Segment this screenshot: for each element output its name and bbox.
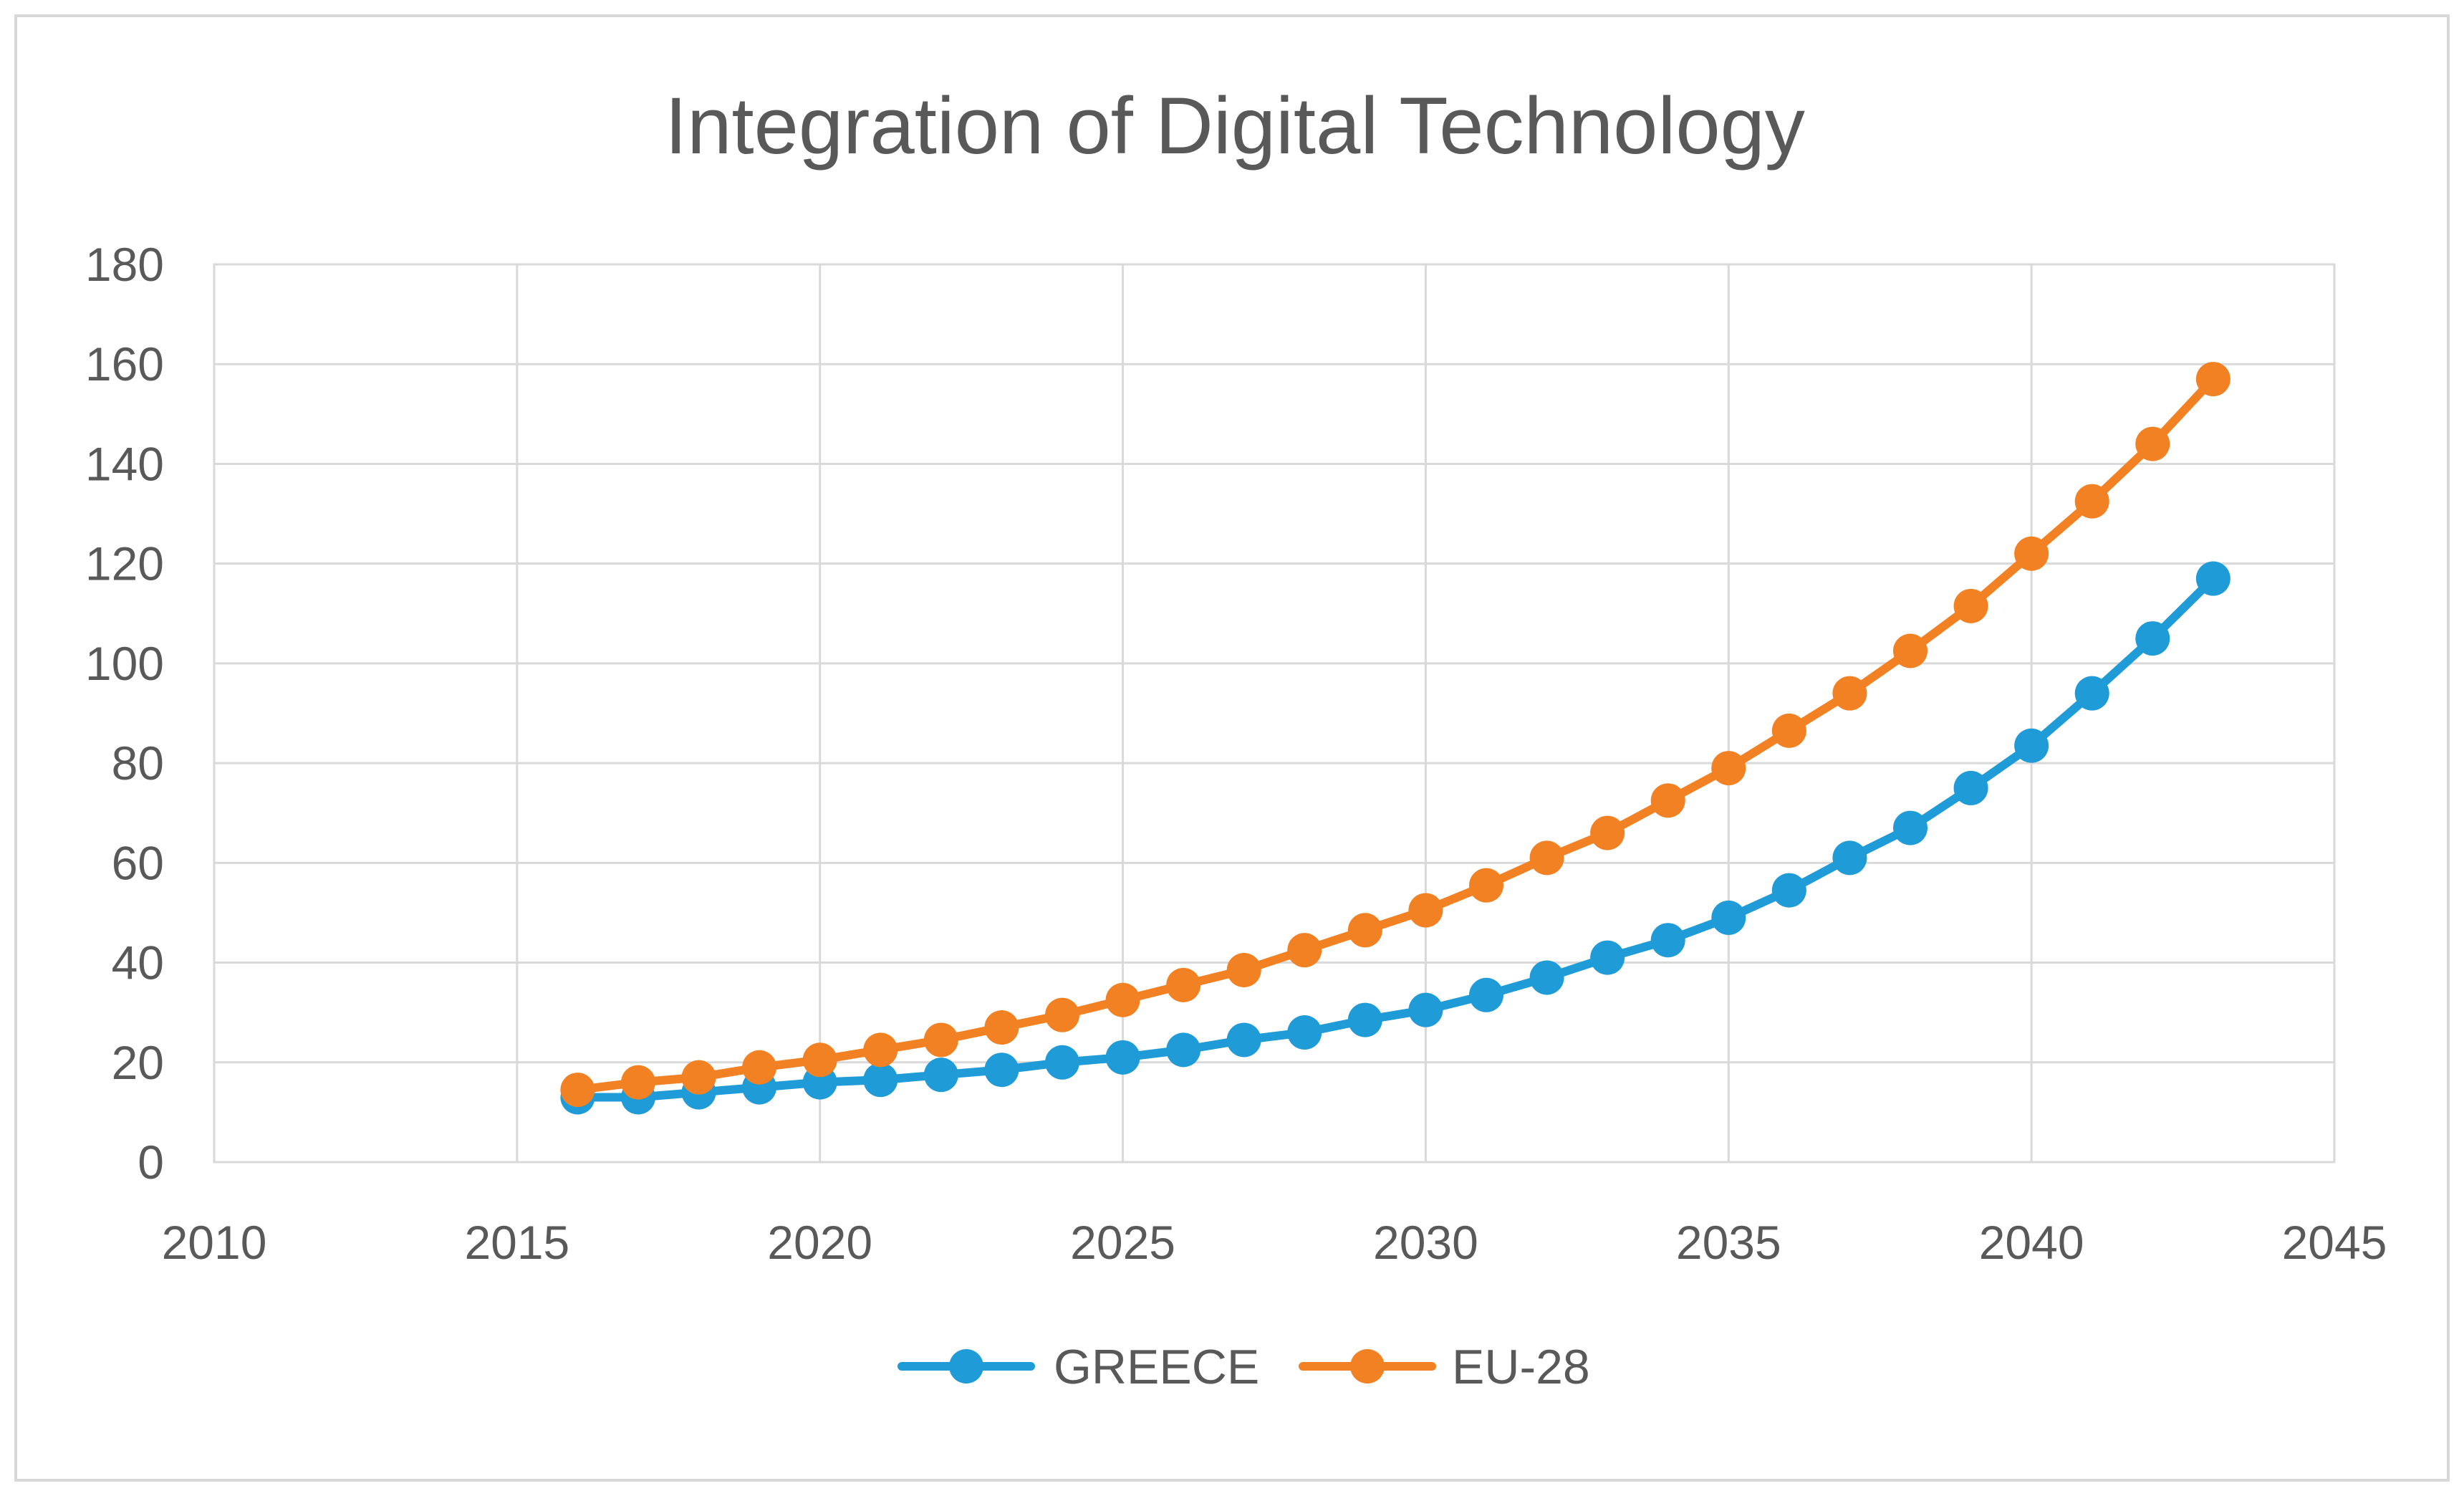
data-point	[1166, 1032, 1201, 1068]
grid-lines	[213, 263, 2336, 1164]
series-lines	[560, 362, 2230, 1115]
data-point	[1953, 770, 1988, 805]
data-point	[1105, 1040, 1140, 1075]
data-point	[1529, 840, 1564, 876]
y-tick-label: 160	[85, 337, 164, 390]
chart-title: Integration of Digital Technology	[665, 81, 1805, 171]
data-point	[2135, 621, 2170, 656]
data-point	[621, 1065, 655, 1100]
data-point	[863, 1032, 898, 1068]
data-point	[1529, 960, 1564, 995]
data-point	[923, 1058, 958, 1093]
legend: GREECE EU-28	[897, 1340, 1590, 1394]
data-point	[1045, 1045, 1079, 1080]
x-tick-label: 2030	[1373, 1216, 1478, 1269]
data-point	[1832, 840, 1867, 876]
data-point	[1287, 1015, 1322, 1050]
data-point	[1408, 893, 1443, 928]
data-point	[1893, 633, 1928, 668]
legend-label: GREECE	[1054, 1340, 1259, 1394]
y-tick-label: 120	[85, 537, 164, 590]
data-point	[1226, 1022, 1261, 1058]
y-tick-label: 0	[138, 1136, 164, 1189]
x-tick-label: 2010	[162, 1216, 267, 1269]
data-point	[2074, 484, 2109, 519]
data-point	[1287, 933, 1322, 968]
legend-item-eu-28: EU-28	[1299, 1340, 1590, 1394]
line-chart: Integration of Digital Technology 020406…	[85, 81, 2387, 1394]
series-line-greece	[573, 574, 2218, 1102]
data-point	[1650, 923, 1685, 958]
data-point	[1711, 751, 1746, 786]
data-point	[1347, 1002, 1382, 1037]
data-point	[1893, 810, 1928, 845]
x-tick-label: 2045	[2282, 1216, 2387, 1269]
data-point	[2135, 426, 2170, 461]
x-tick-label: 2020	[767, 1216, 872, 1269]
data-point	[1953, 588, 1988, 623]
data-point	[2014, 728, 2049, 763]
data-point	[984, 1053, 1019, 1088]
y-tick-label: 20	[112, 1036, 164, 1089]
data-point	[1469, 868, 1503, 903]
data-point	[560, 1073, 595, 1108]
data-point	[2195, 561, 2230, 596]
y-tick-label: 80	[112, 737, 164, 790]
x-tick-label: 2025	[1070, 1216, 1175, 1269]
legend-label: EU-28	[1452, 1340, 1590, 1394]
data-point	[1105, 982, 1140, 1017]
chart-frame: Integration of Digital Technology 0 20 40 6…	[14, 14, 2450, 1482]
data-point	[1045, 997, 1079, 1032]
legend-marker	[949, 1349, 983, 1384]
data-point	[984, 1010, 1019, 1045]
data-point	[1469, 977, 1503, 1012]
data-point	[2195, 362, 2230, 397]
data-point	[1166, 967, 1201, 1002]
data-point	[1832, 676, 1867, 711]
data-point	[2014, 536, 2049, 571]
data-point	[1590, 940, 1625, 975]
data-point	[802, 1042, 837, 1078]
legend-item-greece: GREECE	[897, 1340, 1259, 1394]
y-tick-label: 140	[85, 437, 164, 490]
y-tick-label: 40	[112, 936, 164, 989]
series-eu-28	[560, 362, 2230, 1108]
data-point	[681, 1060, 716, 1095]
x-tick-label: 2035	[1676, 1216, 1781, 1269]
x-tick-label: 2040	[1979, 1216, 2084, 1269]
x-tick-label: 2015	[464, 1216, 569, 1269]
data-point	[1408, 992, 1443, 1027]
data-point	[742, 1050, 777, 1085]
data-point	[1711, 900, 1746, 935]
legend-marker	[1350, 1349, 1385, 1384]
data-point	[2074, 676, 2109, 711]
series-line-eu-28	[573, 375, 2218, 1095]
data-point	[1650, 783, 1685, 818]
data-point	[923, 1022, 958, 1058]
data-point	[1347, 913, 1382, 948]
data-point	[863, 1063, 898, 1098]
series-greece	[560, 561, 2230, 1115]
data-point	[1771, 713, 1806, 748]
data-point	[1771, 873, 1806, 908]
y-tick-label: 60	[112, 836, 164, 889]
plot-area-border	[213, 263, 2336, 1164]
y-tick-label: 100	[85, 637, 164, 690]
y-tick-label: 180	[85, 238, 164, 291]
data-point	[1590, 815, 1625, 850]
data-point	[1226, 952, 1261, 987]
